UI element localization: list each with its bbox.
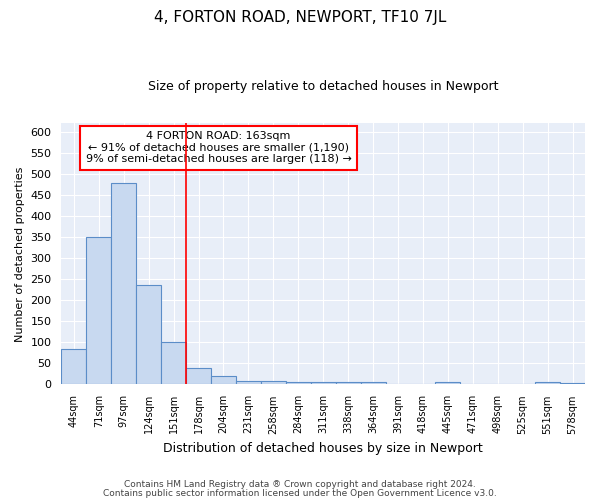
Y-axis label: Number of detached properties: Number of detached properties <box>15 166 25 342</box>
Bar <box>136 286 161 384</box>
Bar <box>286 382 311 384</box>
Text: Contains public sector information licensed under the Open Government Licence v3: Contains public sector information licen… <box>103 488 497 498</box>
Bar <box>61 348 86 384</box>
Bar <box>311 382 335 384</box>
Bar <box>111 183 136 384</box>
Bar <box>86 237 111 384</box>
Text: Contains HM Land Registry data ® Crown copyright and database right 2024.: Contains HM Land Registry data ® Crown c… <box>124 480 476 489</box>
Bar <box>261 382 286 384</box>
Bar <box>211 376 236 384</box>
X-axis label: Distribution of detached houses by size in Newport: Distribution of detached houses by size … <box>163 442 483 455</box>
Bar <box>560 383 585 384</box>
Bar <box>535 382 560 384</box>
Text: 4 FORTON ROAD: 163sqm
← 91% of detached houses are smaller (1,190)
9% of semi-de: 4 FORTON ROAD: 163sqm ← 91% of detached … <box>86 131 352 164</box>
Title: Size of property relative to detached houses in Newport: Size of property relative to detached ho… <box>148 80 499 93</box>
Bar <box>361 382 386 384</box>
Bar <box>161 342 186 384</box>
Bar <box>186 368 211 384</box>
Bar <box>236 381 261 384</box>
Text: 4, FORTON ROAD, NEWPORT, TF10 7JL: 4, FORTON ROAD, NEWPORT, TF10 7JL <box>154 10 446 25</box>
Bar <box>335 382 361 384</box>
Bar <box>436 382 460 384</box>
